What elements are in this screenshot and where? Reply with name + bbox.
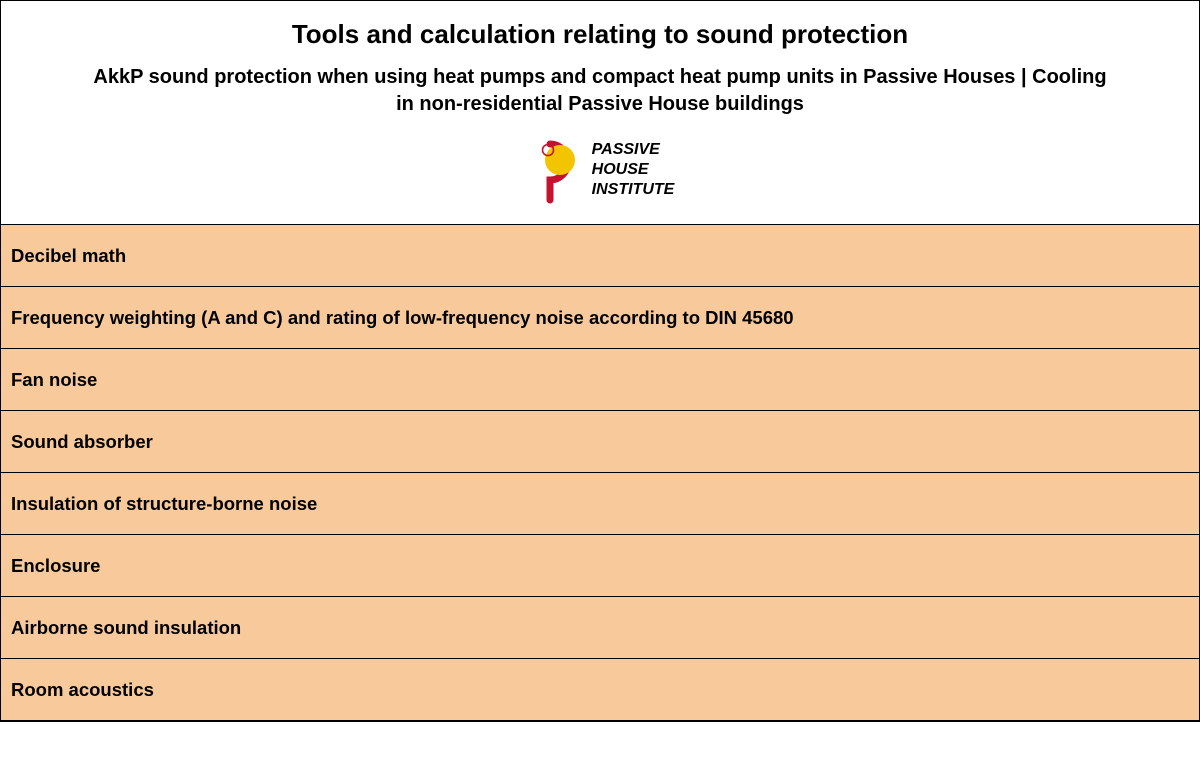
list-item[interactable]: Room acoustics [1, 659, 1199, 721]
list-item[interactable]: Insulation of structure-borne noise [1, 473, 1199, 535]
list-item[interactable]: Enclosure [1, 535, 1199, 597]
list-item[interactable]: Fan noise [1, 349, 1199, 411]
list-item-label: Sound absorber [11, 431, 153, 453]
list-item[interactable]: Airborne sound insulation [1, 597, 1199, 659]
header-block: Tools and calculation relating to sound … [1, 1, 1199, 225]
list-item-label: Decibel math [11, 245, 126, 267]
passive-house-institute-logo-icon [526, 134, 582, 206]
list-item[interactable]: Decibel math [1, 225, 1199, 287]
logo-block: PASSIVE HOUSE INSTITUTE [21, 134, 1179, 206]
list-item[interactable]: Sound absorber [1, 411, 1199, 473]
list-item-label: Airborne sound insulation [11, 617, 241, 639]
logo-text: PASSIVE HOUSE INSTITUTE [592, 140, 675, 200]
logo-text-line2: HOUSE [592, 160, 675, 180]
document-container: Tools and calculation relating to sound … [0, 0, 1200, 722]
logo-text-line3: INSTITUTE [592, 180, 675, 200]
list-item-label: Frequency weighting (A and C) and rating… [11, 307, 794, 329]
page-subtitle: AkkP sound protection when using heat pu… [90, 64, 1110, 118]
logo-text-line1: PASSIVE [592, 140, 675, 160]
list-item[interactable]: Frequency weighting (A and C) and rating… [1, 287, 1199, 349]
list-item-label: Enclosure [11, 555, 100, 577]
list-item-label: Room acoustics [11, 679, 154, 701]
topic-list: Decibel math Frequency weighting (A and … [1, 225, 1199, 721]
list-item-label: Insulation of structure-borne noise [11, 493, 317, 515]
page-title: Tools and calculation relating to sound … [21, 19, 1179, 50]
list-item-label: Fan noise [11, 369, 97, 391]
